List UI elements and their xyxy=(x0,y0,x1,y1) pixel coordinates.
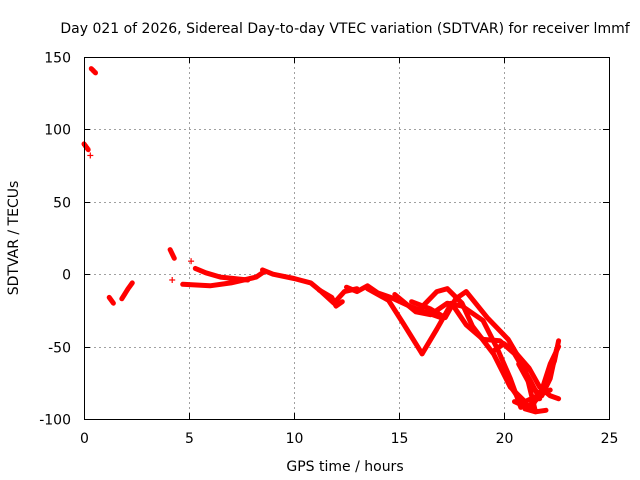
data-series-track-p xyxy=(491,341,562,402)
data-series-track-c xyxy=(106,294,116,306)
data-series-track-h xyxy=(260,267,360,306)
y-tick-label: 150 xyxy=(44,51,71,67)
y-tick-label: -50 xyxy=(48,341,71,357)
data-series-track-t xyxy=(522,406,549,415)
y-tick-label: 50 xyxy=(53,196,71,212)
data-point-marker xyxy=(84,145,91,152)
data-series-track-k xyxy=(365,286,425,357)
data-series-track-d xyxy=(119,280,135,302)
data-point-marker xyxy=(169,276,176,283)
data-series-track-i xyxy=(316,287,345,309)
data-points xyxy=(82,67,195,283)
x-tick-label: 25 xyxy=(601,431,619,447)
chart-title: Day 021 of 2026, Sidereal Day-to-day VTE… xyxy=(60,21,630,37)
x-tick-label: 0 xyxy=(80,431,89,447)
data-series-track-o xyxy=(417,286,553,405)
x-tick-label: 20 xyxy=(496,431,514,447)
grid-lines xyxy=(84,57,609,419)
data-point-marker xyxy=(91,68,98,75)
data-tracks xyxy=(81,66,562,415)
x-tick-label: 10 xyxy=(286,431,304,447)
y-tick-label: 100 xyxy=(44,123,71,139)
x-axis-ticks: 0 5 10 15 20 25 xyxy=(80,57,618,447)
plot-frame xyxy=(84,57,610,420)
data-series-track-f xyxy=(180,268,268,289)
data-point-marker xyxy=(188,258,195,265)
y-axis-label: SDTVAR / TECUs xyxy=(6,181,22,296)
x-tick-label: 15 xyxy=(391,431,409,447)
data-series-track-e xyxy=(167,247,177,261)
data-point-marker xyxy=(87,152,94,159)
y-tick-label: 0 xyxy=(62,268,71,284)
x-axis-label: GPS time / hours xyxy=(286,459,403,475)
x-tick-label: 5 xyxy=(185,431,194,447)
y-axis-ticks: -100 -50 0 50 100 150 xyxy=(39,51,609,429)
data-series-track-g xyxy=(192,265,251,283)
y-tick-label: -100 xyxy=(39,413,71,429)
